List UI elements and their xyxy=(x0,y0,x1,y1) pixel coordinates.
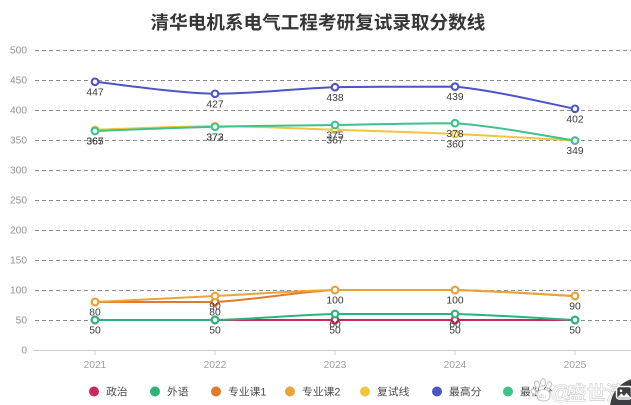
svg-text:2021: 2021 xyxy=(84,360,107,371)
svg-text:0: 0 xyxy=(21,346,27,357)
svg-text:60: 60 xyxy=(449,320,461,331)
svg-text:2023: 2023 xyxy=(324,360,347,371)
svg-text:372: 372 xyxy=(206,132,223,143)
svg-text:100: 100 xyxy=(10,286,27,297)
svg-text:360: 360 xyxy=(446,140,463,151)
svg-text:438: 438 xyxy=(326,93,343,104)
svg-text:50: 50 xyxy=(89,326,101,337)
svg-text:2024: 2024 xyxy=(444,360,467,371)
svg-text:2: 2 xyxy=(334,387,340,399)
svg-text:439: 439 xyxy=(446,92,463,103)
svg-text:378: 378 xyxy=(446,129,463,140)
svg-text:50: 50 xyxy=(569,326,581,337)
svg-text:349: 349 xyxy=(566,146,583,157)
svg-text:80: 80 xyxy=(209,308,221,319)
svg-text:200: 200 xyxy=(10,226,27,237)
svg-text:250: 250 xyxy=(10,196,27,207)
svg-text:1: 1 xyxy=(260,387,266,399)
svg-text:100: 100 xyxy=(326,296,343,307)
svg-text:365: 365 xyxy=(86,137,103,148)
svg-text:373: 373 xyxy=(206,132,223,143)
svg-text:400: 400 xyxy=(10,106,27,117)
svg-text:300: 300 xyxy=(10,166,27,177)
svg-text:447: 447 xyxy=(86,87,103,98)
svg-text:367: 367 xyxy=(86,137,103,148)
svg-text:450: 450 xyxy=(10,76,27,87)
svg-text:367: 367 xyxy=(326,135,343,146)
svg-text:2022: 2022 xyxy=(204,360,227,371)
svg-text:du: du xyxy=(539,393,546,400)
svg-text:50: 50 xyxy=(209,326,221,337)
svg-text:100: 100 xyxy=(446,296,463,307)
svg-text:2025: 2025 xyxy=(564,360,587,371)
svg-text:50: 50 xyxy=(16,316,28,327)
svg-text:@: @ xyxy=(551,382,572,405)
svg-text:90: 90 xyxy=(209,302,221,313)
svg-text:50: 50 xyxy=(329,326,341,337)
svg-text:90: 90 xyxy=(569,302,581,313)
svg-text:500: 500 xyxy=(10,46,27,57)
svg-text:375: 375 xyxy=(326,131,343,142)
svg-text:350: 350 xyxy=(10,136,27,147)
svg-text:427: 427 xyxy=(206,99,223,110)
svg-text:50: 50 xyxy=(449,326,461,337)
svg-text:60: 60 xyxy=(329,320,341,331)
svg-text:402: 402 xyxy=(566,114,583,125)
svg-text:150: 150 xyxy=(10,256,27,267)
svg-text:80: 80 xyxy=(89,308,101,319)
